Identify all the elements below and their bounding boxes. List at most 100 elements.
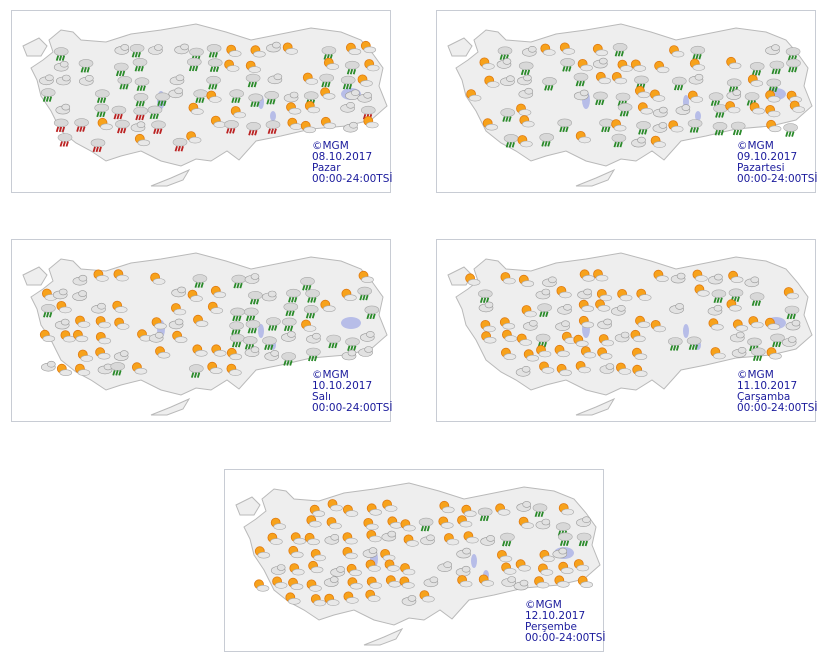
weather-icon [300,276,315,291]
rain-drop [426,525,430,532]
weather-icon [557,532,573,547]
rain-drop [102,97,107,103]
cloud [711,323,724,331]
rain-drop [502,116,506,122]
weather-icon [593,269,609,282]
rain-drop [499,54,503,61]
cloud [273,73,283,81]
weather-icon [689,58,706,71]
weather-icon [783,123,798,137]
weather-icon [612,42,628,57]
rain-drop [540,511,544,518]
rain-drop [58,126,63,133]
cloud [634,370,648,377]
weather-icon [617,103,633,117]
rain-drop [732,129,737,136]
rain-drop [584,540,588,547]
rain-drop [562,126,566,133]
cloud [634,75,649,85]
weather-icon [500,108,515,122]
rain-drop [253,101,257,108]
cloud [771,44,780,51]
cloud [407,595,417,602]
cloud [529,320,538,327]
weather-icon [359,331,375,342]
weather-icon [597,318,612,330]
weather-icon [443,533,460,546]
weather-icon [53,118,69,133]
rain-drop [118,70,123,77]
rain-drop [211,83,215,90]
rain-drop [352,68,357,75]
cloud [77,321,91,328]
rain-drop [291,296,295,303]
cloud [636,121,651,130]
rain-drop [288,310,292,317]
cloud [486,535,495,542]
weather-icon [539,549,555,563]
weather-icon [749,292,765,306]
weather-icon [749,102,765,115]
rain-drop [135,101,139,107]
weather-icon [542,276,557,288]
weather-icon [342,547,358,560]
cloud [120,44,130,51]
weather-icon [631,136,646,148]
cloud [330,504,343,512]
weather-icon [556,286,572,299]
rain-drop [96,111,100,118]
rain-drop [232,315,236,322]
rain-drop [119,113,123,120]
weather-icon [55,103,71,115]
cloud [390,521,403,529]
cloud [61,103,71,111]
weather-icon [357,286,373,301]
cloud [300,276,315,286]
weather-icon [518,516,534,529]
cloud [312,332,321,340]
rain-drop [137,52,141,58]
rain-drop [92,146,96,153]
rain-drop [196,372,201,378]
rain-drop [372,313,376,320]
weather-icon [728,288,744,303]
cloud [656,66,670,74]
weather-icon [573,334,589,347]
weather-icon [437,561,452,572]
weather-icon [266,317,281,331]
cloud [134,367,148,375]
cloud [536,581,550,589]
rain-drop [283,325,288,332]
rain-drop [283,360,287,366]
rain-drop [266,99,270,105]
cloud [561,508,575,516]
weather-icon [360,40,377,54]
rain-drop [719,297,723,304]
rain-drop [177,145,181,152]
rain-drop [508,540,512,547]
weather-icon [711,289,727,304]
weather-icon [694,284,710,297]
rain-drop [777,68,781,75]
weather-icon [558,503,575,516]
rain-drop [96,97,101,103]
cloud [770,333,785,343]
cloud [605,363,615,370]
caption-date: 12.10.2017 [525,610,585,622]
weather-icon [766,119,782,133]
rain-drop [98,146,102,153]
weather-icon [729,331,745,343]
cloud [264,91,280,100]
weather-icon [272,576,288,589]
cloud [503,134,519,143]
weather-icon [732,319,749,332]
rain-drop [710,100,714,106]
weather-icon [592,43,609,57]
rain-drop [537,511,541,518]
rain-drop [250,101,254,108]
rain-drop [789,313,793,320]
rain-drop [714,130,718,136]
cloud [321,46,337,55]
